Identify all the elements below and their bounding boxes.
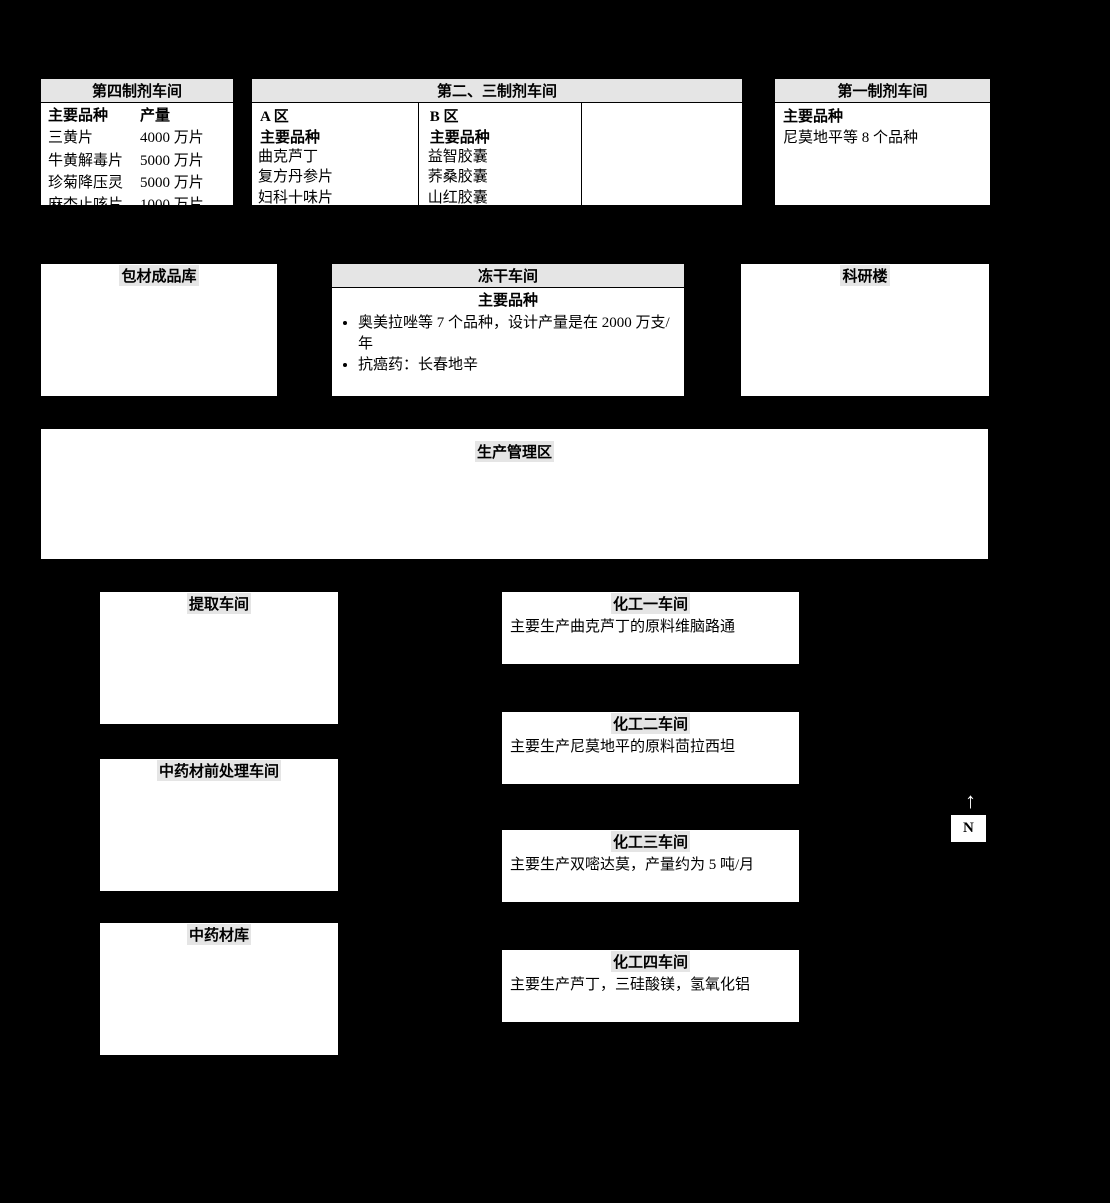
packaging-warehouse-title: 包材成品库	[41, 264, 277, 287]
workshop-1-heading: 主要品种	[775, 103, 990, 126]
chem-workshop-2: 化工二车间 主要生产尼莫地平的原料茴拉西坦	[501, 711, 800, 785]
chem-workshop-1: 化工一车间 主要生产曲克芦丁的原料维脑路通	[501, 591, 800, 665]
zone-c-col0: 主要品种	[258, 231, 350, 253]
zone-b-item: 益智胶囊	[428, 147, 579, 167]
workshop-1-desc: 尼莫地平等 8 个品种	[775, 126, 990, 147]
research-building-title: 科研楼	[741, 264, 989, 287]
ws4-r0c1: 4000 万片	[139, 127, 220, 149]
zone-b-item: 荞桑胶囊	[428, 167, 579, 187]
freeze-dry-list: 奥美拉唑等 7 个品种，设计产量是在 2000 万支/年 抗癌药：长春地辛	[332, 311, 684, 374]
freeze-dry-bullet: 奥美拉唑等 7 个品种，设计产量是在 2000 万支/年	[358, 311, 684, 353]
pretreatment-workshop-title: 中药材前处理车间	[100, 759, 338, 782]
chem-4-title: 化工四车间	[502, 950, 799, 973]
packaging-warehouse: 包材成品库	[40, 263, 278, 397]
north-arrow-icon: ↑	[965, 788, 976, 814]
ws4-r0c0: 三黄片	[47, 127, 139, 149]
divider	[418, 103, 419, 208]
workshop-4-content: 主要品种 产量 三黄片4000 万片 牛黄解毒片5000 万片 珍菊降压灵500…	[41, 103, 233, 216]
chem-2-title: 化工二车间	[502, 712, 799, 735]
production-mgmt-area: 生产管理区	[40, 428, 989, 560]
pretreatment-workshop: 中药材前处理车间	[99, 758, 339, 892]
zone-c-title: C 区	[252, 208, 412, 231]
workshop-2-3-title: 第二、三制剂车间	[252, 79, 742, 103]
zone-c-col1: 产量	[350, 231, 423, 253]
chem-workshop-4: 化工四车间 主要生产芦丁，三硅酸镁，氢氧化铝	[501, 949, 800, 1023]
freeze-dry-bullet: 抗癌药：长春地辛	[358, 353, 684, 374]
herb-warehouse-title: 中药材库	[100, 923, 338, 946]
extraction-workshop-title: 提取车间	[100, 592, 338, 615]
zone-a-item: 妇科十味片	[258, 188, 412, 208]
chem-4-desc: 主要生产芦丁，三硅酸镁，氢氧化铝	[502, 973, 799, 994]
ws4-col0: 主要品种	[47, 105, 139, 127]
ws4-r2c0: 珍菊降压灵	[47, 172, 139, 194]
workshop-1: 第一制剂车间 主要品种 尼莫地平等 8 个品种	[774, 78, 991, 206]
chem-2-desc: 主要生产尼莫地平的原料茴拉西坦	[502, 735, 799, 756]
workshop-2-3: 第二、三制剂车间 A 区 主要品种 曲克芦丁 复方丹参片 妇科十味片 B 区 主…	[251, 78, 743, 206]
divider	[581, 103, 582, 208]
zone-b-heading: 主要品种	[422, 126, 585, 147]
research-building: 科研楼	[740, 263, 990, 397]
extraction-workshop: 提取车间	[99, 591, 339, 725]
ws4-r3c1: 1000 万片	[139, 194, 220, 216]
chem-1-desc: 主要生产曲克芦丁的原料维脑路通	[502, 615, 799, 636]
zone-a-title: A 区	[252, 103, 418, 126]
ws4-col1: 产量	[139, 105, 220, 127]
workshop-1-title: 第一制剂车间	[775, 79, 990, 103]
zone-b-item: 山红胶囊	[428, 188, 579, 208]
freeze-dry-title: 冻干车间	[332, 264, 684, 288]
ws4-r2c1: 5000 万片	[139, 172, 220, 194]
ws4-r1c0: 牛黄解毒片	[47, 150, 139, 172]
freeze-dry-heading: 主要品种	[332, 288, 684, 311]
ws4-r3c0: 麻杏止咳片	[47, 194, 139, 216]
chem-workshop-3: 化工三车间 主要生产双嘧达莫，产量约为 5 吨/月	[501, 829, 800, 903]
zone-a-heading: 主要品种	[252, 126, 418, 147]
production-mgmt-title: 生产管理区	[41, 429, 988, 463]
workshop-4-title: 第四制剂车间	[41, 79, 233, 103]
zone-a-item: 曲克芦丁	[258, 147, 412, 167]
freeze-dry-workshop: 冻干车间 主要品种 奥美拉唑等 7 个品种，设计产量是在 2000 万支/年 抗…	[331, 263, 685, 397]
chem-3-desc: 主要生产双嘧达莫，产量约为 5 吨/月	[502, 853, 799, 874]
zone-b-title: B 区	[422, 103, 585, 126]
chem-3-title: 化工三车间	[502, 830, 799, 853]
workshop-4: 第四制剂车间 主要品种 产量 三黄片4000 万片 牛黄解毒片5000 万片 珍…	[40, 78, 234, 206]
zone-a-item: 复方丹参片	[258, 167, 412, 187]
herb-warehouse: 中药材库	[99, 922, 339, 1056]
chem-1-title: 化工一车间	[502, 592, 799, 615]
north-label: N	[950, 814, 987, 843]
ws4-r1c1: 5000 万片	[139, 150, 220, 172]
